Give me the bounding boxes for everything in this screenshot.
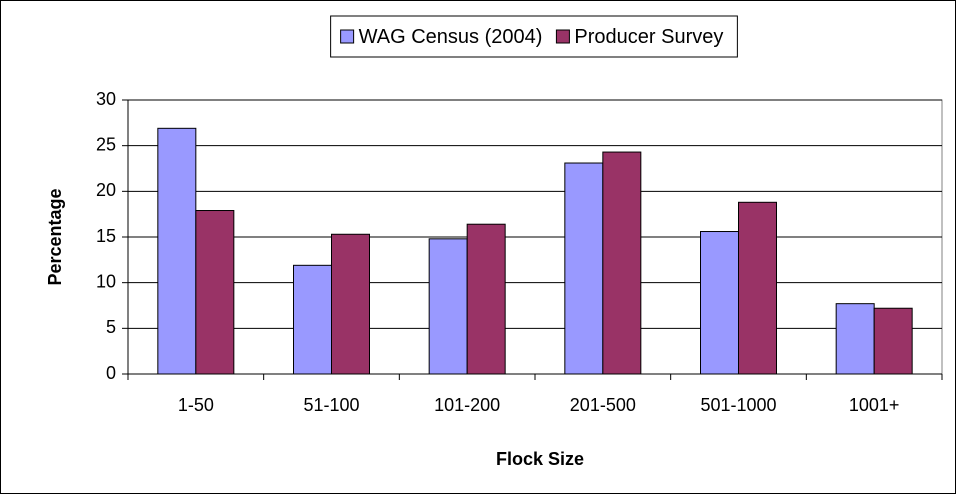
x-tick-label: 501-1000 — [700, 395, 776, 415]
y-tick-label: 30 — [96, 89, 116, 109]
legend-swatch — [555, 29, 570, 44]
y-tick-label: 25 — [96, 134, 116, 154]
bar — [835, 303, 875, 375]
x-tick-label: 51-100 — [303, 395, 359, 415]
y-tick-label: 10 — [96, 271, 116, 291]
x-tick-label: 101-200 — [434, 395, 500, 415]
bar — [564, 162, 604, 375]
bar — [873, 307, 913, 375]
x-axis-title: Flock Size — [496, 449, 584, 469]
y-tick-label: 5 — [106, 317, 116, 337]
bar — [700, 231, 739, 375]
bar — [466, 223, 506, 375]
y-tick-label: 15 — [96, 226, 116, 246]
legend-label: WAG Census (2004) — [359, 26, 543, 48]
bar — [602, 151, 642, 375]
y-tick-label: 20 — [96, 180, 116, 200]
bar — [157, 127, 197, 375]
x-tick-label: 201-500 — [570, 395, 636, 415]
bar — [428, 238, 468, 375]
y-axis-title: Percentage — [45, 188, 65, 285]
legend-swatch — [340, 29, 355, 44]
x-tick-label: 1-50 — [178, 395, 214, 415]
bar — [331, 233, 370, 375]
bar — [293, 264, 332, 375]
legend-label: Producer Survey — [574, 26, 723, 48]
bar — [195, 210, 235, 375]
x-tick-label: 1001+ — [849, 395, 900, 415]
bar — [738, 201, 777, 375]
legend-box — [330, 15, 738, 58]
y-tick-label: 0 — [106, 363, 116, 383]
